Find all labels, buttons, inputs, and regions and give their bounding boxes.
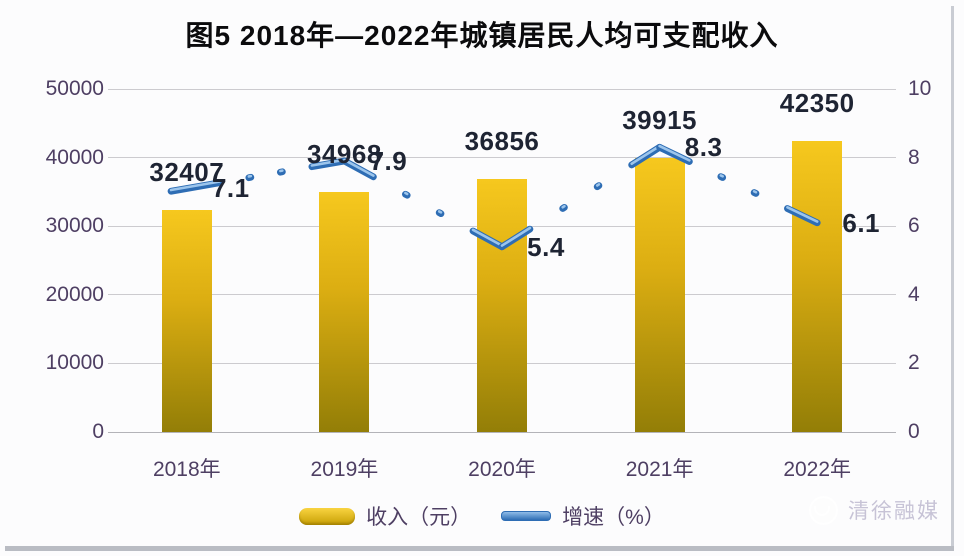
y-axis-label: 10000	[45, 351, 104, 375]
bar-value-label: 39915	[622, 105, 697, 136]
right-axis-label: 0	[908, 420, 920, 443]
growth-rate-label: 8.3	[684, 132, 723, 163]
y-axis-label: 0	[92, 420, 104, 443]
legend: 收入（元） 增速（%）	[0, 501, 964, 531]
growth-rate-label: 6.1	[842, 207, 881, 238]
right-axis-label: 8	[908, 145, 920, 169]
right-axis-label: 6	[908, 214, 920, 238]
x-axis-label: 2019年	[310, 458, 379, 481]
legend-income-label: 收入（元）	[366, 506, 472, 529]
y-axis-label: 30000	[45, 214, 104, 238]
watermark-text: 清徐融媒	[848, 500, 940, 523]
watermark-logo-icon	[809, 495, 838, 525]
right-axis-label: 10	[908, 77, 932, 100]
gridline	[108, 88, 896, 90]
right-axis-label: 2	[908, 351, 920, 375]
income-bar-swatch-icon	[299, 507, 356, 525]
income-bar	[319, 192, 370, 432]
right-axis-label: 4	[908, 282, 920, 306]
slide-right-edge	[951, 6, 954, 551]
growth-rate-label: 5.4	[527, 231, 565, 262]
chart-title: 图5 2018年—2022年城镇居民人均可支配收入	[185, 20, 779, 51]
x-axis-label: 2022年	[783, 458, 852, 481]
y-axis-label: 20000	[45, 282, 104, 306]
growth-rate-label: 7.1	[211, 173, 250, 204]
income-bar	[634, 158, 685, 432]
y-axis-label: 50000	[45, 77, 104, 100]
income-bar	[792, 141, 843, 432]
legend-item-income: 收入（元）	[299, 501, 471, 531]
x-axis-label: 2020年	[468, 458, 536, 481]
x-axis-label: 2018年	[152, 458, 221, 481]
slide-bottom-shadow	[5, 546, 954, 551]
legend-growth-label: 增速（%）	[562, 506, 665, 529]
income-bar	[477, 179, 527, 432]
growth-line-swatch-icon	[501, 511, 552, 521]
legend-item-growth: 增速（%）	[501, 501, 665, 531]
income-bar	[161, 209, 212, 432]
bar-value-label: 36856	[464, 126, 540, 157]
gridline	[108, 431, 896, 433]
x-axis-label: 2021年	[625, 458, 694, 481]
y-axis-label: 40000	[45, 145, 104, 169]
growth-rate-label: 7.9	[369, 146, 408, 177]
watermark: 清徐融媒	[809, 495, 940, 525]
bar-value-label: 42350	[779, 88, 855, 119]
